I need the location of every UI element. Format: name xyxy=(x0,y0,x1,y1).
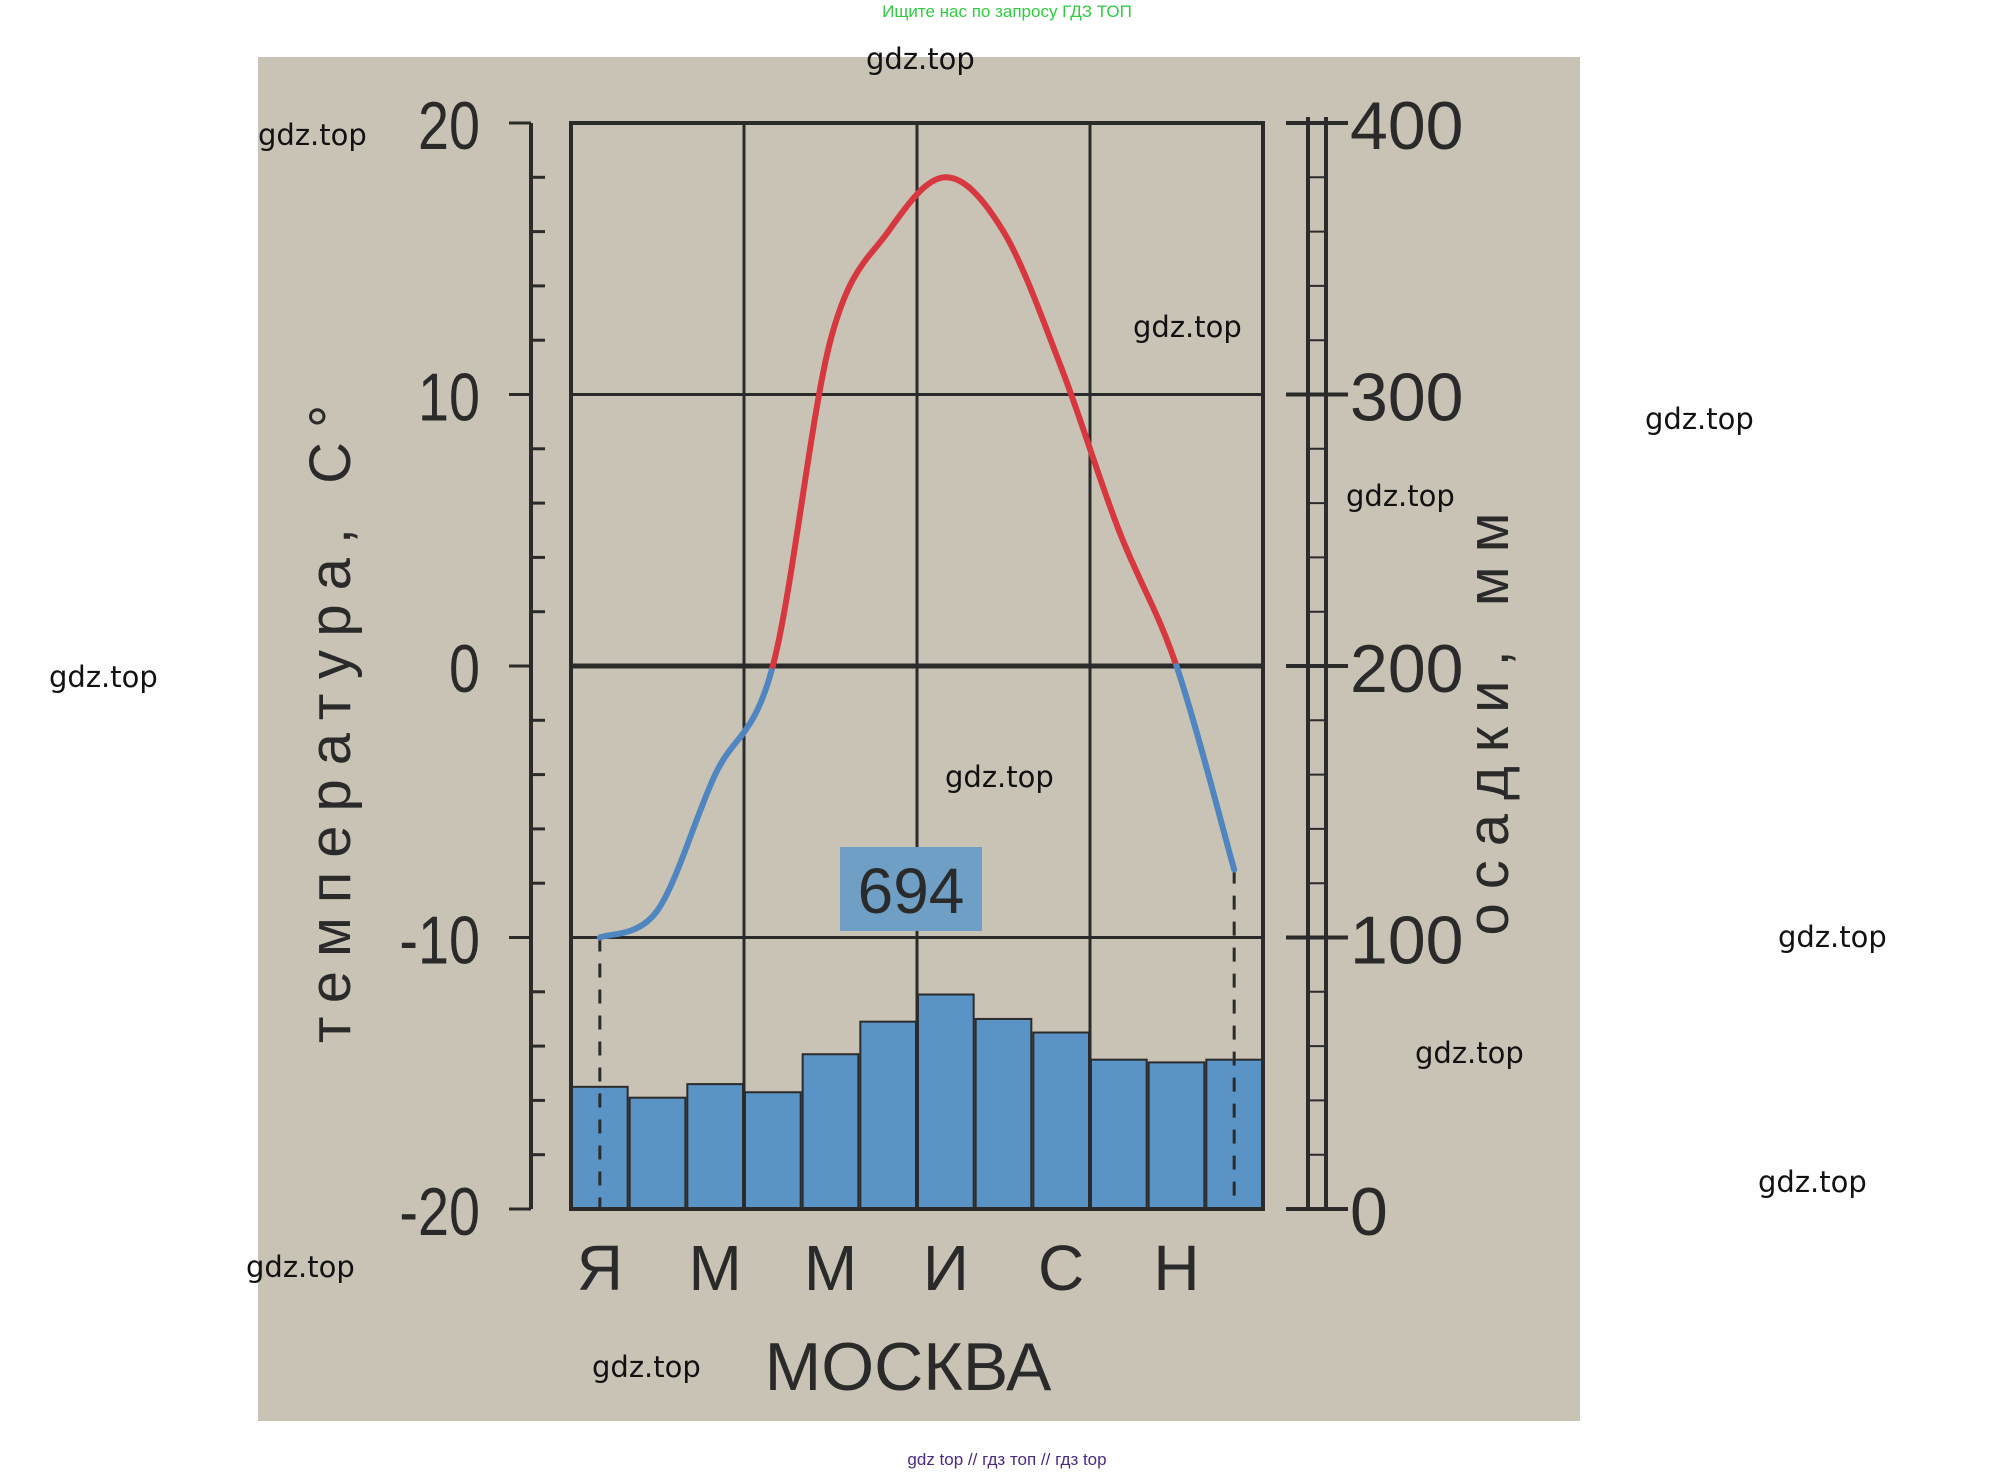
right-axis-tick-label: 400 xyxy=(1350,88,1463,164)
temperature-curve xyxy=(596,174,1238,1209)
temperature-line-warm xyxy=(942,174,1007,235)
precipitation-bar xyxy=(974,1017,1033,1211)
watermark: gdz.top xyxy=(246,1250,355,1284)
watermark: gdz.top xyxy=(1645,402,1754,436)
temperature-line-cold xyxy=(596,907,661,941)
precipitation-bar xyxy=(744,1091,802,1211)
right-axis-tick-label: 0 xyxy=(1350,1174,1388,1250)
left-axis-tick-label: 0 xyxy=(449,632,480,707)
precipitation-bar xyxy=(1090,1058,1148,1210)
annual-precipitation-value: 694 xyxy=(858,855,965,927)
watermark: gdz.top xyxy=(1346,479,1455,513)
annual-precipitation-box xyxy=(840,847,982,931)
left-axis-tick-label: -20 xyxy=(399,1175,480,1250)
watermark: gdz.top xyxy=(1133,310,1242,344)
right-axis-tick-label: 300 xyxy=(1350,360,1463,436)
month-label: С xyxy=(1038,1232,1084,1304)
precipitation-bar xyxy=(628,1096,687,1211)
left-axis-tick-label: 20 xyxy=(418,89,480,164)
temperature-line-warm xyxy=(827,228,892,344)
right-axis-tick-label: 100 xyxy=(1350,903,1463,979)
watermark: gdz.top xyxy=(592,1350,701,1384)
precipitation-bars xyxy=(571,993,1263,1211)
watermark: gdz.top xyxy=(945,760,1054,794)
watermark: gdz.top xyxy=(49,660,158,694)
precipitation-bar xyxy=(1032,1031,1090,1211)
temperature-line-warm xyxy=(885,174,949,235)
watermark: gdz.top xyxy=(1778,920,1887,954)
temperature-line-warm xyxy=(1115,527,1180,669)
chart-title: МОСКВА xyxy=(765,1329,1052,1405)
bottom-footer-links[interactable]: gdz top // гдз топ // гдз top xyxy=(907,1450,1107,1469)
precipitation-bar xyxy=(801,1053,860,1210)
month-label: М xyxy=(804,1232,857,1304)
left-axis-tick-label: 10 xyxy=(418,360,480,435)
month-label: И xyxy=(923,1232,969,1304)
month-label: Н xyxy=(1153,1232,1199,1304)
watermark: gdz.top xyxy=(258,118,367,152)
watermark: gdz.top xyxy=(1758,1165,1867,1199)
month-label: Я xyxy=(577,1232,623,1304)
precipitation-bar xyxy=(686,1083,745,1210)
watermark: gdz.top xyxy=(1415,1036,1524,1070)
plot-frame xyxy=(569,121,1265,1211)
temperature-line-cold xyxy=(712,663,776,778)
right-axis-tick-label: 200 xyxy=(1350,631,1463,707)
left-axis-tick-label: -10 xyxy=(399,903,480,978)
temperature-line-cold xyxy=(1173,663,1238,873)
left-axis-title: температура, С° xyxy=(298,391,363,1043)
precipitation-bar xyxy=(859,1020,917,1210)
precipitation-bar xyxy=(917,993,975,1211)
right-axis-title: осадки, мм xyxy=(1456,498,1521,935)
top-banner[interactable]: Ищите нас по запросу ГДЗ ТОП xyxy=(882,2,1132,21)
temperature-line-cold xyxy=(654,771,719,914)
month-label: М xyxy=(689,1232,742,1304)
chart-frame xyxy=(569,121,1265,1211)
watermark: gdz.top xyxy=(866,42,975,76)
precipitation-bar xyxy=(1147,1061,1206,1211)
temperature-line-warm xyxy=(1000,228,1065,371)
temperature-line-warm xyxy=(1058,364,1122,534)
temperature-line-warm xyxy=(769,337,834,669)
chart-axes xyxy=(509,117,1348,1211)
